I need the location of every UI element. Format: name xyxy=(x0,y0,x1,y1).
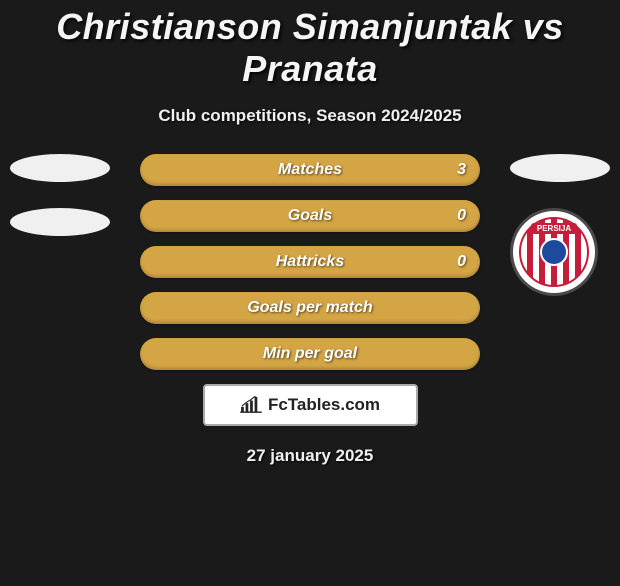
brand-name: FcTables.com xyxy=(268,395,380,415)
date-text: 27 january 2025 xyxy=(0,446,620,466)
club-logo: PERSIJA xyxy=(510,208,598,296)
player-placeholder-icon xyxy=(510,154,610,182)
left-player-icons xyxy=(10,154,110,262)
page-title: Christianson Simanjuntak vs Pranata xyxy=(0,6,620,90)
stat-bars: Matches 3 Goals 0 Hattricks 0 Goals per … xyxy=(140,154,480,370)
stat-value-right: 0 xyxy=(457,207,466,225)
club-placeholder-icon xyxy=(10,208,110,236)
stat-label: Min per goal xyxy=(263,345,357,363)
stat-bar-matches: Matches 3 xyxy=(140,154,480,186)
stat-bar-min-per-goal: Min per goal xyxy=(140,338,480,370)
stat-label: Goals xyxy=(288,207,332,225)
club-logo-text: PERSIJA xyxy=(531,223,577,234)
stat-bar-goals-per-match: Goals per match xyxy=(140,292,480,324)
club-logo-inner: PERSIJA xyxy=(519,217,589,287)
stat-bar-goals: Goals 0 xyxy=(140,200,480,232)
stat-value-right: 3 xyxy=(457,161,466,179)
right-player-icons: PERSIJA xyxy=(510,154,610,296)
stat-bar-hattricks: Hattricks 0 xyxy=(140,246,480,278)
infographic-container: Christianson Simanjuntak vs Pranata Club… xyxy=(0,6,620,466)
player-placeholder-icon xyxy=(10,154,110,182)
stat-label: Hattricks xyxy=(276,253,344,271)
subtitle: Club competitions, Season 2024/2025 xyxy=(0,106,620,126)
stat-label: Matches xyxy=(278,161,342,179)
stat-label: Goals per match xyxy=(247,299,372,317)
club-logo-center-icon xyxy=(540,238,568,266)
stats-area: PERSIJA Matches 3 Goals 0 Hattricks 0 Go… xyxy=(0,154,620,466)
stat-value-right: 0 xyxy=(457,253,466,271)
bar-chart-icon xyxy=(240,396,262,414)
brand-box: FcTables.com xyxy=(203,384,418,426)
